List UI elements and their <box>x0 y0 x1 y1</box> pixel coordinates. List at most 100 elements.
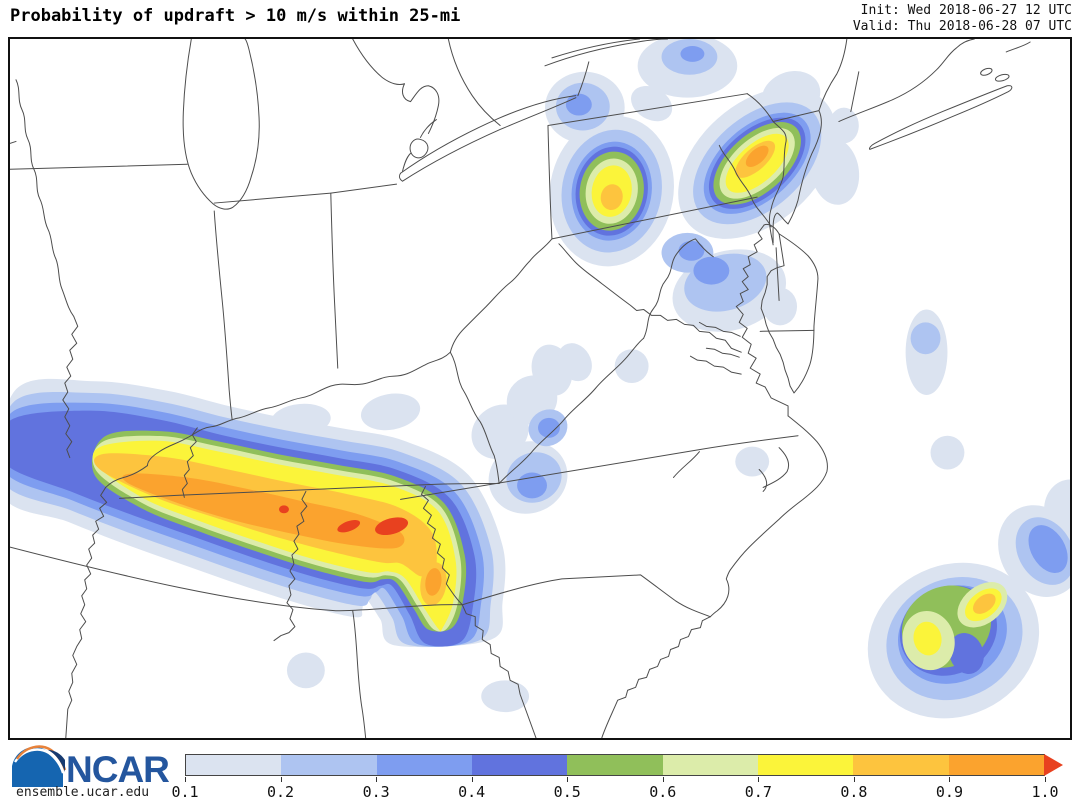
contour-level-1 <box>735 446 770 477</box>
geography-line <box>461 574 711 618</box>
geography-line <box>273 490 308 642</box>
geography-line <box>10 163 188 170</box>
ncar-logo-text: NCAR <box>66 749 169 788</box>
geography-line <box>838 39 1031 123</box>
colorbar-tick <box>662 777 664 782</box>
contour-level-1 <box>614 349 649 384</box>
colorbar-segment <box>471 755 568 775</box>
geography-line <box>181 427 198 498</box>
website-url: ensemble.ucar.edu <box>16 785 150 800</box>
page-title: Probability of updraft > 10 m/s within 2… <box>10 6 461 26</box>
island-outline <box>980 67 993 76</box>
geography-line <box>352 39 440 134</box>
colorbar-tick <box>567 777 569 782</box>
colorbar-segment <box>567 755 663 775</box>
contour-level-9 <box>425 568 442 596</box>
geography-line <box>760 233 819 394</box>
geography-line <box>746 93 787 246</box>
colorbar-tick <box>280 777 282 782</box>
geography-line <box>449 351 500 484</box>
colorbar: 0.1 0.2 0.3 0.4 0.5 0.6 0.7 0.8 0.9 1.0 <box>171 754 1063 801</box>
geography-line <box>15 79 79 459</box>
contour-level-4 <box>948 633 984 674</box>
colorbar-tick <box>1045 777 1046 782</box>
colorbar-segment <box>281 755 377 775</box>
colorbar-tick <box>471 777 473 782</box>
geography-line <box>330 192 339 369</box>
contour-level-3 <box>538 417 560 438</box>
geography-line <box>352 610 367 738</box>
colorbar-tick <box>949 777 951 782</box>
colorbar-segment <box>662 755 758 775</box>
contour-level-overflow <box>337 520 361 533</box>
geography-line <box>818 39 848 112</box>
contour-level-9 <box>122 473 405 549</box>
colorbar-tick-label: 0.8 <box>840 783 868 801</box>
geography-line <box>718 144 780 235</box>
contour-level-1 <box>810 137 860 205</box>
colorbar-segment <box>853 755 949 775</box>
geography-line <box>759 247 815 332</box>
geography-line <box>402 119 437 172</box>
contour-level-3 <box>678 240 705 261</box>
geography-line <box>182 39 260 210</box>
contour-level-1 <box>557 343 592 382</box>
geography-line <box>689 321 742 375</box>
geography-line <box>544 39 669 97</box>
contour-level-1 <box>286 652 325 689</box>
ncar-logo-swoosh <box>12 746 63 787</box>
contour-level-1 <box>271 403 331 436</box>
geography-line <box>735 224 789 417</box>
colorbar-segment <box>948 755 1044 775</box>
geography-line <box>447 39 501 127</box>
geography-line <box>10 140 17 144</box>
contour-level-1 <box>481 680 530 713</box>
valid-time: Valid: Thu 2018-06-28 07 UTC <box>852 19 1072 34</box>
colorbar-segment <box>376 755 472 775</box>
colorbar-tick-label: 0.7 <box>744 783 772 801</box>
contour-level-overflow <box>278 505 289 514</box>
geography-line <box>213 183 398 204</box>
colorbar-tick-label: 0.1 <box>171 783 199 801</box>
geography-line <box>601 616 711 738</box>
geography-line <box>10 546 463 612</box>
colorbar-tick <box>185 777 186 782</box>
colorbar-segment <box>186 755 282 775</box>
colorbar-segments <box>185 754 1045 776</box>
contour-level-9 <box>745 145 769 167</box>
contour-level-3 <box>693 256 730 285</box>
contour-level-8 <box>972 593 996 614</box>
geography-line <box>498 337 645 484</box>
contour-level-1 <box>828 107 859 144</box>
run-times: Init: Wed 2018-06-27 12 UTC Valid: Thu 2… <box>853 3 1072 35</box>
geography-line <box>558 243 742 353</box>
colorbar-segment <box>757 755 854 775</box>
geography-line <box>400 435 799 500</box>
geography-line <box>643 238 714 339</box>
geography-line <box>547 93 758 240</box>
geography-line <box>772 110 822 244</box>
colorbar-tick-label: 1.0 <box>1031 783 1059 801</box>
init-time: Init: Wed 2018-06-27 12 UTC <box>860 3 1072 18</box>
contour-level-3 <box>680 45 705 62</box>
island-outline <box>994 73 1010 82</box>
colorbar-tick <box>758 777 760 782</box>
contour-level-1 <box>930 435 965 470</box>
colorbar-overflow-arrow <box>1044 754 1063 776</box>
contour-level-2 <box>910 322 941 355</box>
footer: NCAR ensemble.ucar.edu 0.1 0.2 0.3 0.4 0.5 0.… <box>0 740 1080 801</box>
colorbar-tick-label: 0.9 <box>935 783 963 801</box>
ncar-logo-white-arc <box>14 748 65 774</box>
geography-line <box>869 85 1013 150</box>
geography-line <box>105 238 553 488</box>
geography-line <box>709 415 828 618</box>
geography-line <box>400 95 577 174</box>
contour-level-1 <box>630 86 673 122</box>
geography-line <box>672 447 790 492</box>
ncar-logo-navy-tip <box>48 750 65 772</box>
contour-level-1 <box>360 393 421 431</box>
geography-line <box>461 604 537 738</box>
geography-line <box>213 210 233 421</box>
geography-line <box>119 482 500 499</box>
